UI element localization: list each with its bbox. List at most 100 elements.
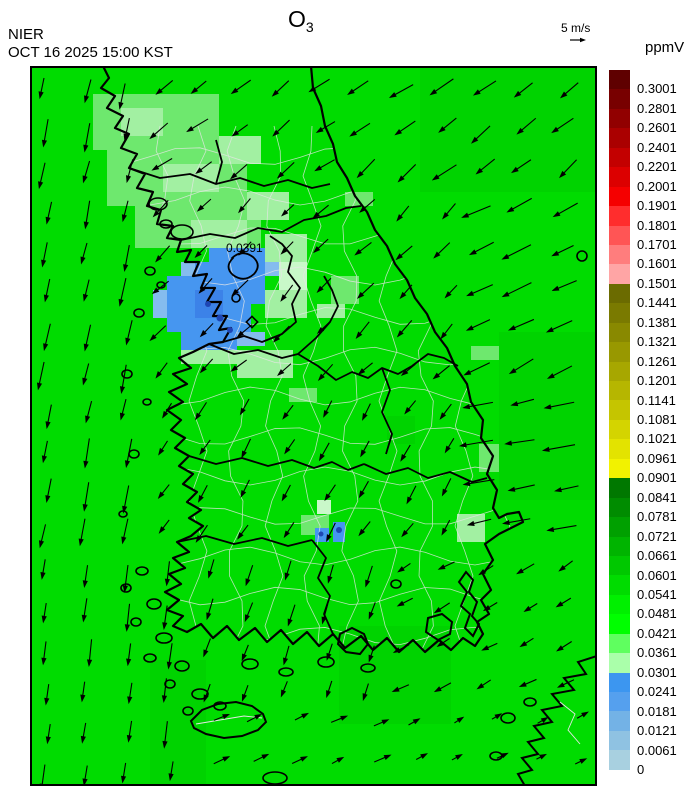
colorbar-segment xyxy=(609,167,630,187)
map-border xyxy=(30,66,597,786)
island-outline xyxy=(336,626,370,656)
colorbar-label: 0.1381 xyxy=(637,314,677,330)
colorbar-label: 0.1441 xyxy=(637,295,677,311)
colorbar-label: 0.2601 xyxy=(637,120,677,136)
colorbar-segment xyxy=(609,186,630,207)
colorbar-label: 0.1501 xyxy=(637,275,677,291)
colorbar-label: 0.0301 xyxy=(637,664,677,680)
concentration-cell xyxy=(181,332,237,350)
colorbar-label: 0 xyxy=(637,762,645,777)
island xyxy=(156,281,166,289)
concentration-cell xyxy=(457,514,485,542)
colorbar-segment xyxy=(609,264,630,284)
island xyxy=(182,706,194,716)
wind-scale-arrow-icon xyxy=(570,37,586,43)
colorbar-label: 0.0541 xyxy=(637,587,677,602)
island-outline xyxy=(457,570,481,638)
island xyxy=(133,308,145,318)
island xyxy=(390,579,402,589)
colorbar-segment xyxy=(609,594,630,615)
island xyxy=(191,688,209,700)
colorbar-segment xyxy=(609,653,630,673)
colorbar-label: 0.0061 xyxy=(637,742,677,758)
colorbar-label: 0.0121 xyxy=(637,723,677,739)
concentration-cell xyxy=(420,66,597,192)
concentration-cell xyxy=(121,108,163,136)
colorbar-segment xyxy=(609,497,630,518)
island xyxy=(148,197,168,211)
island xyxy=(523,697,537,707)
colorbar-segment xyxy=(609,419,630,440)
colorbar-segment xyxy=(609,633,630,654)
island xyxy=(278,667,294,677)
concentration-cell xyxy=(150,660,206,786)
colorbar-label: 0.1141 xyxy=(637,392,676,408)
colorbar-segment xyxy=(609,303,630,323)
colorbar-segment xyxy=(609,381,630,401)
concentration-cell xyxy=(289,388,317,402)
island xyxy=(130,617,142,627)
concentration-cell xyxy=(317,304,345,318)
colorbar-label: 0.1081 xyxy=(637,412,677,427)
colorbar-label: 0.2001 xyxy=(637,178,677,194)
colorbar-label: 0.0721 xyxy=(637,528,677,544)
jeju-county-line xyxy=(195,715,263,725)
island xyxy=(135,566,149,576)
colorbar-segment xyxy=(609,206,630,226)
concentration-cell xyxy=(499,332,597,500)
colorbar-label: 0.1201 xyxy=(637,373,677,389)
map-area: 0.0391 xyxy=(30,64,598,792)
island xyxy=(143,653,157,663)
colorbar-segment xyxy=(609,322,630,343)
unit-label: ppmV xyxy=(645,39,685,56)
o3-concentration-map: 0.0391 xyxy=(30,64,598,792)
colorbar-label: 0.0841 xyxy=(637,489,677,505)
island-outline xyxy=(189,700,268,740)
island xyxy=(146,598,162,610)
concentration-cell xyxy=(265,262,279,276)
concentration-cell xyxy=(163,164,219,192)
island xyxy=(159,219,173,229)
colorbar-segment xyxy=(609,283,630,304)
colorbar-segment xyxy=(609,517,630,537)
colorbar-label: 0.0781 xyxy=(637,509,677,525)
colorbar-segment xyxy=(609,614,630,634)
page-title: O3 xyxy=(288,6,314,35)
colorbar-label: 0.0481 xyxy=(637,606,677,622)
kyushu-line xyxy=(559,701,581,745)
colorbar-segment xyxy=(609,225,630,245)
colorbar-segment xyxy=(609,711,630,731)
colorbar-segment xyxy=(609,128,630,148)
colorbar-label: 0.0661 xyxy=(637,548,677,564)
colorbar-label: 0.0901 xyxy=(637,470,677,486)
colorbar-segment xyxy=(609,244,630,265)
island xyxy=(500,712,516,724)
colorbar-label: 0.2201 xyxy=(637,159,677,175)
island-outline xyxy=(424,612,454,642)
colorbar-segment xyxy=(609,458,630,479)
colorbar-segment xyxy=(609,672,630,692)
concentration-cell xyxy=(181,350,237,364)
colorbar-segment xyxy=(609,342,630,362)
datetime-label: OCT 16 2025 15:00 KST xyxy=(8,44,173,61)
colorbar-label: 0.1801 xyxy=(637,217,677,233)
colorbar-label: 0.0241 xyxy=(637,684,677,700)
island xyxy=(142,398,152,406)
island xyxy=(576,250,588,262)
concentration-cell xyxy=(219,136,261,164)
concentration-cell xyxy=(181,262,195,276)
colorbar-segment xyxy=(609,536,630,556)
island xyxy=(155,632,173,644)
colorbar-label: 0.0601 xyxy=(637,567,677,583)
island xyxy=(174,660,190,672)
island-outline xyxy=(516,654,598,787)
concentration-cell xyxy=(237,350,293,378)
wind-vector-field xyxy=(36,77,589,792)
concentration-cell xyxy=(345,192,373,206)
island xyxy=(170,224,194,240)
colorbar-segment xyxy=(609,692,630,712)
colorbar-label: 0.1021 xyxy=(637,431,677,447)
colorbar-label: 0.0421 xyxy=(637,625,677,641)
map-annotation: 0.0391 xyxy=(226,241,263,255)
